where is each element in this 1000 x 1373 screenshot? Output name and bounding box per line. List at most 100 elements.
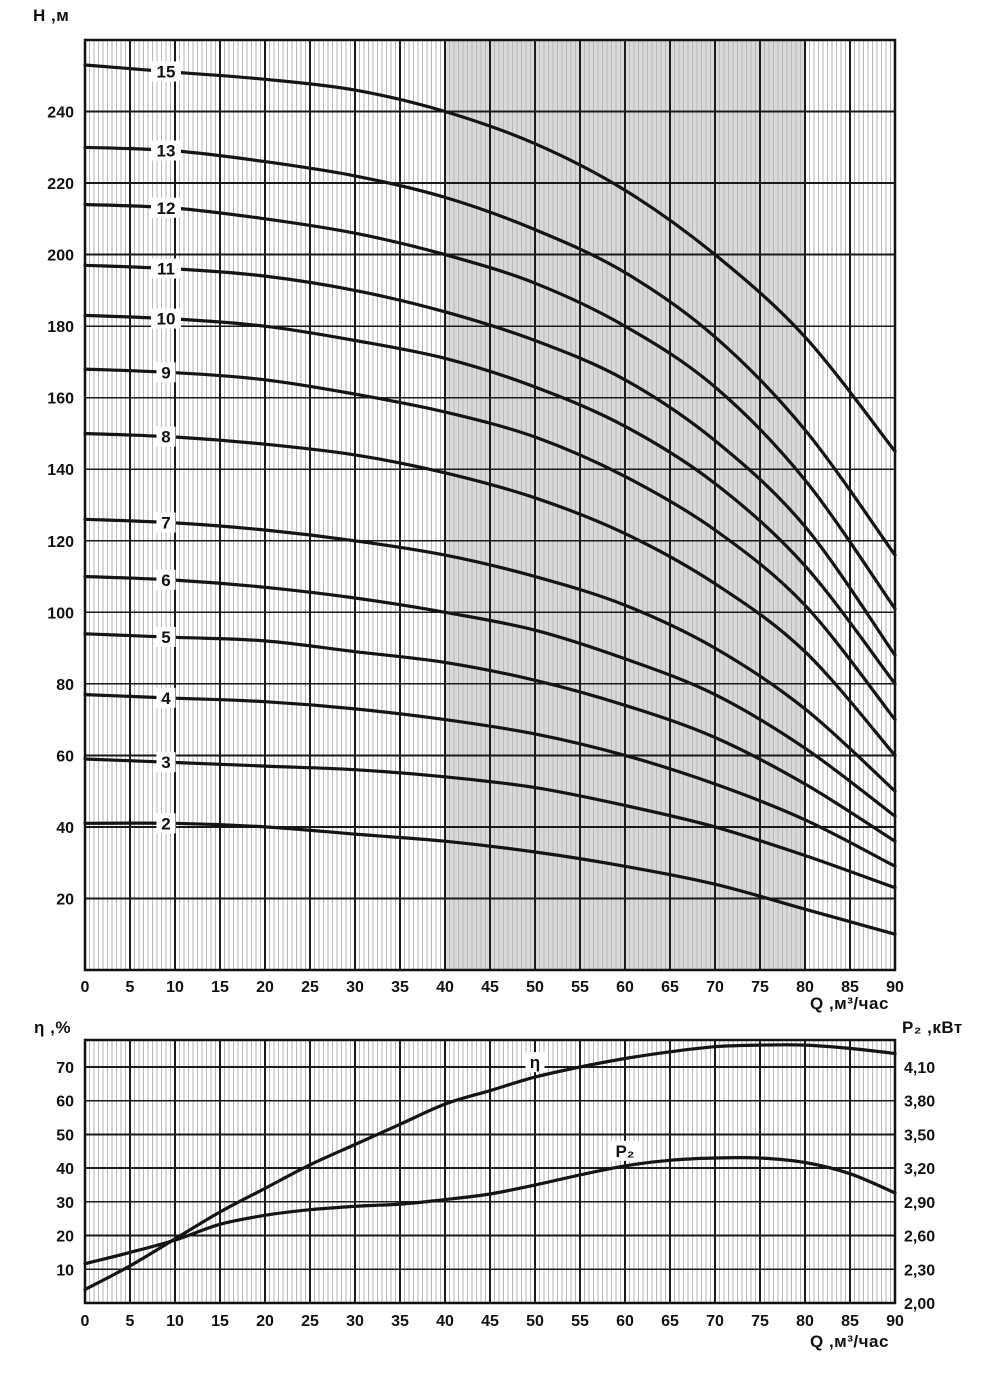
eta-tick-label: 30	[56, 1195, 74, 1212]
head-curve-11	[83, 263, 897, 657]
head-flow-chart: 0 5 10 15 20 25 30 35 40 45 50 55 60 65 70 75 80 85 902040…	[47, 38, 904, 996]
x-tick-label: 70	[706, 1313, 724, 1330]
stage-label-10: 10	[157, 310, 176, 329]
y-tick-label: 120	[47, 534, 74, 551]
curve-label-bg	[156, 626, 176, 647]
stage-label-9: 9	[161, 363, 170, 382]
curve-label-bg	[151, 61, 181, 82]
x-tick-label: 45	[481, 1313, 499, 1330]
head-curve-2	[83, 821, 897, 936]
stage-label-7: 7	[161, 514, 170, 533]
head-curve-8	[83, 431, 897, 757]
efficiency-power-chart: 0 5 10 15 20 25 30 35 40 45 50 55 60 65 70 75 80 85 90 10 20…	[56, 1038, 935, 1330]
y-tick-label: 100	[47, 605, 74, 622]
curve-label-bg	[156, 426, 176, 447]
x-tick-label: 0	[81, 1313, 90, 1330]
x-tick-label: 65	[661, 1313, 679, 1330]
stage-label-8: 8	[161, 428, 170, 447]
eta-tick-label: 10	[56, 1262, 74, 1279]
head-curve-12	[83, 202, 897, 611]
x-tick-label: 60	[616, 979, 634, 996]
eta-tick-label: 40	[56, 1161, 74, 1178]
minor-grid	[89, 1040, 891, 1303]
y-tick-label: 160	[47, 391, 74, 408]
head-curve-4	[83, 693, 897, 868]
plot-border	[83, 38, 897, 972]
x-tick-label: 35	[391, 979, 409, 996]
flow-axis-title-top: Q ,м³/час	[810, 994, 889, 1013]
power-curve	[83, 1155, 897, 1266]
x-tick-label: 70	[706, 979, 724, 996]
eta-tick-label: 70	[56, 1060, 74, 1077]
performance-curves: η P₂	[83, 1043, 897, 1292]
x-tick-label: 40	[436, 979, 454, 996]
power-curve-label: P₂	[616, 1142, 635, 1161]
x-tick-label: 50	[526, 979, 544, 996]
curve-label-bg	[156, 569, 176, 590]
curve-label-bg	[151, 140, 181, 161]
head-axis-title: H ,м	[33, 6, 70, 25]
x-tick-label: 40	[436, 1313, 454, 1330]
stage-label-12: 12	[157, 199, 176, 218]
x-tick-label: 35	[391, 1313, 409, 1330]
x-tick-label: 5	[126, 1313, 135, 1330]
y-tick-label: 220	[47, 176, 74, 193]
x-tick-label: 25	[301, 979, 319, 996]
power-tick-label: 2,90	[904, 1195, 935, 1212]
y-tick-label: 240	[47, 105, 74, 122]
head-curve-10	[83, 313, 897, 686]
power-tick-label: 3,20	[904, 1161, 935, 1178]
head-curve-5	[83, 632, 897, 843]
x-tick-label: 75	[751, 979, 769, 996]
x-tick-label: 80	[796, 1313, 814, 1330]
curve-label-bg	[156, 362, 176, 383]
head-curve-13	[83, 145, 897, 557]
x-tick-label: 30	[346, 1313, 364, 1330]
power-tick-label: 3,50	[904, 1127, 935, 1144]
y-tick-label: 80	[56, 677, 74, 694]
curve-label-bg	[610, 1140, 640, 1161]
stage-label-15: 15	[157, 62, 176, 81]
head-curve-6	[83, 574, 897, 818]
x-tick-label: 0	[81, 979, 90, 996]
x-tick-label: 25	[301, 1313, 319, 1330]
stage-label-4: 4	[161, 689, 171, 708]
x-tick-label: 75	[751, 1313, 769, 1330]
curve-label-bg	[151, 308, 181, 329]
head-curve-9	[83, 367, 897, 722]
y-tick-label: 40	[56, 820, 74, 837]
x-tick-label: 65	[661, 979, 679, 996]
power-axis-title: P₂ ,кВт	[902, 1018, 963, 1037]
curve-label-bg	[151, 258, 181, 279]
stage-label-11: 11	[157, 260, 175, 279]
efficiency-curve	[83, 1043, 897, 1292]
x-tick-label: 55	[571, 979, 589, 996]
head-curve-7	[83, 517, 897, 793]
y-tick-label: 60	[56, 748, 74, 765]
stage-label-13: 13	[157, 142, 176, 161]
eta-tick-label: 60	[56, 1094, 74, 1111]
x-tick-label: 20	[256, 979, 274, 996]
x-tick-label: 10	[166, 1313, 184, 1330]
x-tick-label: 45	[481, 979, 499, 996]
curve-label-bg	[525, 1052, 545, 1073]
x-tick-label: 10	[166, 979, 184, 996]
stage-label-3: 3	[161, 753, 170, 772]
eta-tick-label: 20	[56, 1229, 74, 1246]
curve-label-bg	[156, 752, 176, 773]
x-tick-label: 30	[346, 979, 364, 996]
stage-label-2: 2	[161, 814, 170, 833]
y-tick-label: 140	[47, 462, 74, 479]
power-tick-label: 2,00	[904, 1296, 935, 1313]
power-tick-label: 4,10	[904, 1060, 935, 1077]
x-tick-label: 20	[256, 1313, 274, 1330]
head-curve-3	[83, 757, 897, 890]
x-tick-label: 85	[841, 1313, 859, 1330]
head-curve-15	[83, 63, 897, 453]
curve-label-bg	[151, 197, 181, 218]
curve-label-bg	[156, 512, 176, 533]
x-tick-label: 5	[126, 979, 135, 996]
stage-label-6: 6	[161, 571, 170, 590]
